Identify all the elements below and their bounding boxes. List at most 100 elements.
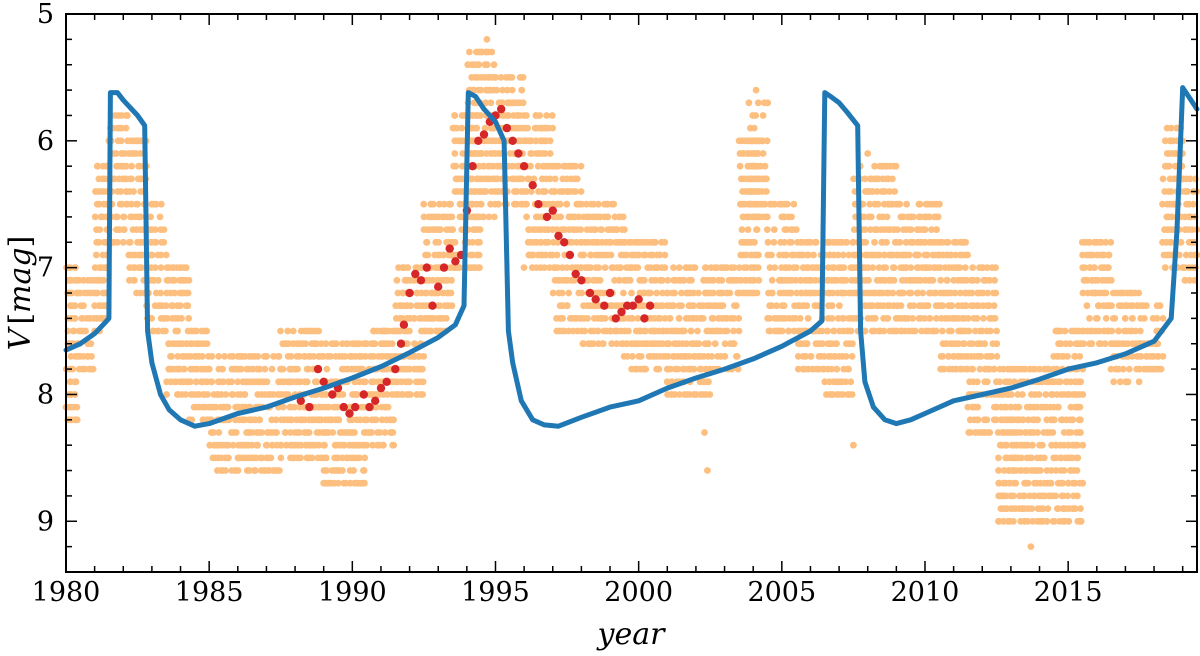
observation-point (1186, 175, 1194, 183)
observation-point (263, 441, 271, 449)
observation-point (861, 175, 869, 183)
observation-point (812, 238, 820, 246)
observation-point (376, 429, 384, 436)
y-tick-label: 7 (37, 253, 54, 284)
observation-point (962, 238, 969, 246)
observation-point (193, 378, 200, 386)
observation-point (321, 441, 328, 449)
y-axis-var: V (3, 325, 38, 350)
observation-point (383, 391, 391, 398)
observation-point (492, 74, 500, 81)
observation-point (1111, 315, 1119, 322)
photometry-point (534, 200, 543, 209)
observation-point (411, 340, 418, 348)
observation-point (1079, 289, 1087, 297)
observation-point (676, 391, 683, 398)
photometry-point (345, 409, 354, 418)
observation-point (163, 315, 171, 322)
observation-point (162, 327, 169, 335)
observation-point (833, 365, 841, 373)
observation-point (184, 302, 192, 310)
observation-point (256, 416, 264, 424)
observation-point (277, 441, 285, 449)
observation-point (205, 365, 213, 373)
observation-point (1050, 517, 1058, 525)
observation-point (871, 315, 879, 322)
observation-point (1116, 378, 1124, 386)
observation-point (594, 327, 602, 335)
observation-point (451, 238, 459, 246)
observation-point (973, 315, 981, 322)
observation-point (565, 289, 573, 297)
photometry-point (605, 288, 615, 298)
observation-point (635, 251, 643, 259)
observation-point (704, 467, 711, 474)
observation-point (1039, 505, 1047, 512)
observation-point (302, 340, 310, 348)
observation-point (185, 315, 193, 322)
observation-point (320, 479, 328, 487)
observation-point (1017, 429, 1025, 436)
observation-point (788, 213, 795, 221)
observation-point (339, 467, 346, 474)
observation-point (384, 403, 392, 411)
x-tick-label: 1995 (461, 577, 530, 608)
observation-point (1088, 340, 1096, 348)
observation-point (473, 175, 481, 183)
observation-point (694, 327, 701, 335)
observation-point (475, 251, 483, 259)
observation-point (353, 391, 361, 398)
observation-point (806, 238, 814, 246)
observation-point (505, 112, 512, 119)
observation-point (718, 276, 726, 284)
observation-point (926, 213, 933, 221)
observation-point (1067, 429, 1075, 436)
observation-point (907, 264, 915, 271)
observation-point (126, 238, 134, 246)
observation-point (1107, 365, 1115, 373)
observation-point (297, 454, 304, 462)
observation-point (219, 365, 227, 373)
observation-point (1074, 492, 1081, 500)
observation-point (1071, 505, 1079, 512)
observation-point (119, 238, 127, 246)
observation-point (1108, 327, 1116, 335)
observation-point (381, 429, 389, 436)
observation-point (171, 276, 179, 284)
observation-point (753, 226, 761, 234)
observation-point (481, 124, 489, 132)
observation-point (840, 315, 847, 322)
observation-point (974, 416, 982, 424)
observation-point (470, 213, 478, 221)
y-axis-bracket-close: ] (3, 236, 38, 248)
observation-point (1037, 467, 1044, 474)
observation-point (157, 289, 165, 297)
observation-point (1077, 378, 1085, 386)
observation-point (185, 276, 193, 284)
observation-point (587, 264, 595, 271)
observation-point (1159, 200, 1166, 208)
observation-point (661, 315, 669, 322)
observation-point (327, 353, 335, 360)
observation-point (736, 264, 743, 271)
observation-point (1027, 543, 1035, 550)
observation-point (730, 327, 737, 335)
observation-point (335, 416, 343, 424)
observation-point (176, 302, 184, 310)
observation-point (847, 378, 855, 386)
observation-point (82, 327, 89, 335)
observation-point (890, 276, 898, 284)
observation-point (621, 226, 628, 234)
observation-point (203, 340, 211, 348)
observation-point (151, 264, 159, 271)
observation-point (937, 276, 944, 284)
observation-point (968, 289, 976, 297)
observation-point (556, 200, 564, 208)
observation-point (72, 378, 80, 386)
observation-point (610, 200, 618, 208)
photometry-point (434, 282, 443, 291)
observation-point (563, 200, 571, 208)
observation-point (476, 200, 484, 208)
observation-point (131, 276, 138, 284)
observation-point (221, 353, 229, 360)
